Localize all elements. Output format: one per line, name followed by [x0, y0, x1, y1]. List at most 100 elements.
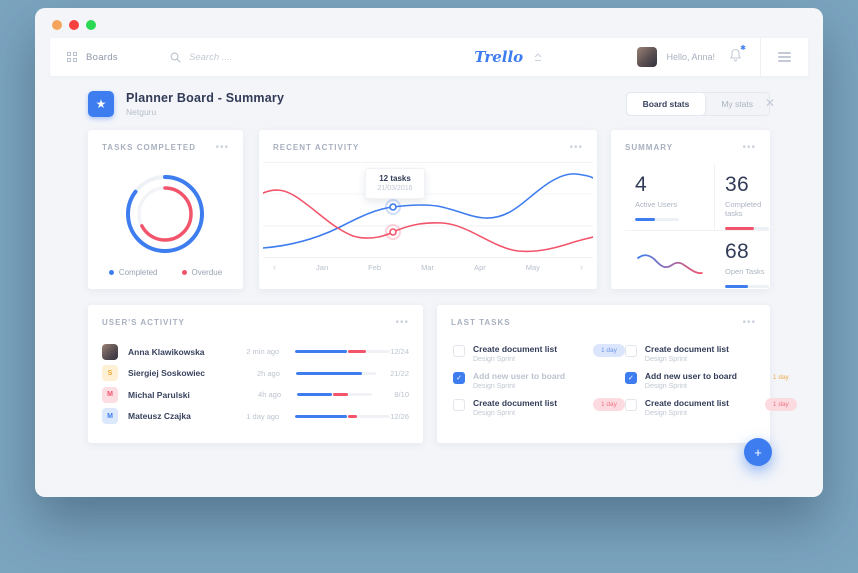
stat-active-users: 4 Active Users [625, 164, 715, 231]
user-name: Anna Klawikowska [128, 346, 205, 357]
card-menu-icon[interactable]: ••• [742, 141, 756, 153]
overdue-segment [348, 414, 358, 418]
recent-activity-card: RECENT ACTIVITY ••• 12 tasks 21/03/2016 … [259, 130, 597, 289]
activity-time: 2 min ago [246, 347, 280, 357]
boards-grid-icon [67, 52, 77, 62]
donut-completed-arc [126, 175, 204, 253]
star-icon: ★ [95, 97, 107, 111]
trello-logo[interactable]: Trello [474, 48, 524, 66]
overdue-point-halo [385, 224, 401, 240]
stat-completed-tasks: 36 Completed tasks [715, 164, 779, 231]
logo-caret-icon [534, 52, 542, 61]
tab-my-stats[interactable]: My stats [721, 99, 753, 109]
task-title: Create document list [473, 344, 558, 354]
window-controls [52, 20, 96, 30]
task-title: Create document list [644, 344, 729, 354]
search-input[interactable] [189, 51, 339, 63]
donut-overdue-arc [137, 186, 193, 242]
user-activity-row[interactable]: M Mateusz Czajka 1 day ago 12/26 [102, 406, 409, 428]
zoom-window-button[interactable] [86, 20, 96, 30]
overdue-segment [333, 393, 348, 397]
completed-segment [295, 414, 348, 418]
progress-bar [295, 350, 391, 354]
legend-dot-overdue [181, 270, 187, 275]
task-subtitle: Design Sprint [473, 383, 516, 390]
progress-value: 8/10 [394, 390, 409, 400]
card-menu-icon[interactable]: ••• [215, 141, 229, 153]
task-checkbox[interactable] [624, 345, 637, 357]
boards-menu[interactable]: Boards [50, 52, 170, 63]
task-title: Create document list [473, 398, 558, 408]
task-checkbox[interactable] [453, 399, 465, 411]
avatar: S [102, 365, 118, 382]
axis-tick: Mar [421, 262, 435, 272]
main-menu-button[interactable] [760, 38, 808, 76]
due-badge [593, 371, 609, 377]
task-checkbox[interactable] [624, 399, 637, 411]
app-window: Boards Trello Hello, Anna! [35, 8, 823, 497]
stat-value: 4 [635, 173, 647, 196]
user-greeting: Hello, Anna! [666, 52, 715, 62]
completed-segment [295, 371, 362, 375]
task-title: Add new user to board [473, 371, 566, 381]
search-icon [170, 52, 181, 63]
bell-icon [730, 48, 741, 61]
tooltip-date: 21/03/2016 [377, 185, 413, 192]
due-badge: 1 day [593, 344, 625, 357]
task-title: Create document list [644, 398, 729, 408]
close-window-button[interactable] [69, 20, 79, 30]
stat-label: Active Users [635, 200, 678, 209]
prev-period-chevron[interactable]: ‹ [273, 262, 276, 272]
overdue-segment [348, 350, 367, 354]
hamburger-icon [778, 50, 791, 65]
card-menu-icon[interactable]: ••• [742, 316, 756, 328]
task-checkbox[interactable]: ✓ [624, 372, 637, 384]
card-title: USER'S ACTIVITY [102, 318, 185, 327]
stat-bar [725, 285, 769, 288]
task-subtitle: Design Sprint [644, 410, 687, 417]
progress-bar [295, 414, 391, 418]
chart-x-axis: ‹ Jan Feb Mar Apr May › [263, 262, 593, 272]
card-title: SUMMARY [625, 143, 674, 152]
task-item: Create document list Design Sprint 1 day [453, 393, 625, 420]
card-menu-icon[interactable]: ••• [395, 316, 409, 328]
card-menu-icon[interactable]: ••• [569, 141, 583, 153]
due-badge [765, 344, 781, 350]
notifications-button[interactable]: ✱ [729, 45, 746, 67]
minimize-button[interactable] [52, 20, 62, 30]
summary-card: SUMMARY ••• 4 Active Users 36 Completed … [611, 130, 779, 289]
user-activity-row[interactable]: M Michal Parulski 4h ago 8/10 [102, 384, 409, 406]
due-badge: 1 day [764, 398, 797, 411]
user-activity-row[interactable]: Anna Klawikowska 2 min ago 12/24 [102, 341, 409, 363]
stat-value: 36 [725, 173, 749, 196]
user-activity-row[interactable]: S Siergiej Soskowiec 2h ago 21/22 [102, 363, 409, 385]
board-star-tile[interactable]: ★ [88, 91, 114, 117]
task-checkbox[interactable]: ✓ [453, 372, 465, 384]
progress-bar [297, 393, 392, 397]
add-task-fab[interactable]: + [744, 438, 772, 466]
stat-label: Completed tasks [725, 200, 762, 218]
legend-completed: Completed [108, 268, 158, 277]
card-title: LAST TASKS [451, 318, 511, 327]
close-summary-button[interactable]: ✕ [764, 96, 775, 110]
avatar [102, 343, 118, 360]
plus-icon: + [754, 444, 762, 460]
activity-line-chart [263, 162, 593, 258]
donut-chart [126, 175, 204, 253]
overdue-point-marker[interactable] [389, 228, 397, 236]
legend-label: Completed [118, 268, 158, 277]
summary-sparkline [625, 231, 715, 288]
task-subtitle: Design Sprint [473, 410, 516, 417]
stat-bar [635, 218, 679, 221]
sparkline-chart [637, 254, 703, 275]
completed-point-marker[interactable] [389, 203, 397, 211]
activity-time: 4h ago [258, 390, 281, 400]
tab-board-stats[interactable]: Board stats [626, 93, 706, 115]
user-name: Mateusz Czajka [128, 411, 191, 422]
completed-segment [297, 393, 332, 397]
progress-value: 12/24 [390, 347, 409, 357]
task-checkbox[interactable] [453, 345, 465, 357]
user-avatar[interactable] [637, 47, 658, 67]
next-period-chevron[interactable]: › [579, 262, 583, 272]
stat-bar [725, 227, 769, 230]
